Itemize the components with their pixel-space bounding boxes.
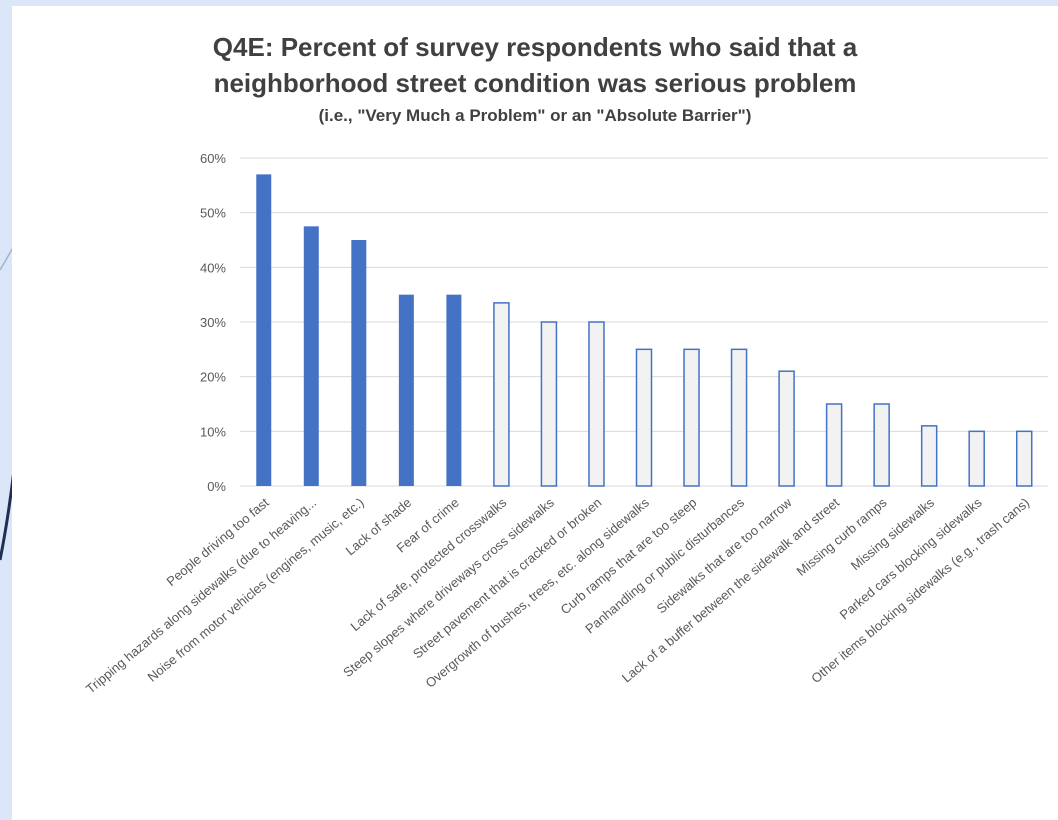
bar	[969, 431, 984, 486]
bar	[399, 295, 414, 486]
x-tick-label: Tripping hazards along sidewalks (due to…	[83, 495, 319, 697]
bar	[446, 295, 461, 486]
y-tick-label: 40%	[200, 260, 226, 275]
bar-chart: 0%10%20%30%40%50%60%People driving too f…	[12, 6, 1058, 820]
y-tick-label: 0%	[207, 479, 226, 494]
bar	[637, 349, 652, 486]
y-tick-label: 10%	[200, 424, 226, 439]
bar	[256, 174, 271, 486]
bar	[684, 349, 699, 486]
chart-panel: Q4E: Percent of survey respondents who s…	[12, 6, 1058, 820]
x-tick-label: Overgrowth of bushes, trees, etc. along …	[423, 494, 653, 690]
bar	[589, 322, 604, 486]
y-tick-label: 60%	[200, 151, 226, 166]
bar	[732, 349, 747, 486]
bar	[1017, 431, 1032, 486]
bar	[304, 226, 319, 486]
bar	[922, 426, 937, 486]
x-tick-label: Noise from motor vehicles (engines, musi…	[145, 495, 367, 685]
x-tick-label: Lack of a buffer between the sidewalk an…	[619, 495, 842, 686]
bar	[494, 303, 509, 486]
x-tick-label: Other items blocking sidewalks (e.g., tr…	[808, 495, 1032, 686]
x-tick-label: Missing sidewalks	[848, 494, 938, 573]
bar	[541, 322, 556, 486]
y-tick-label: 20%	[200, 370, 226, 385]
bar	[827, 404, 842, 486]
x-tick-label: Missing curb ramps	[794, 494, 890, 578]
bar	[874, 404, 889, 486]
y-tick-label: 30%	[200, 315, 226, 330]
bar	[351, 240, 366, 486]
y-tick-label: 50%	[200, 206, 226, 221]
bar	[779, 371, 794, 486]
